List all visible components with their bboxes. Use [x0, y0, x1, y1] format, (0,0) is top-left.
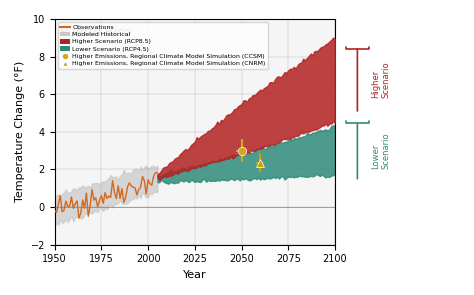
- Text: Lower
Scenario: Lower Scenario: [372, 133, 391, 169]
- Legend: Observations, Modeled Historical, Higher Scenario (RCP8.5), Lower Scenario (RCP4: Observations, Modeled Historical, Higher…: [58, 22, 268, 69]
- X-axis label: Year: Year: [183, 270, 207, 280]
- Text: Higher
Scenario: Higher Scenario: [372, 62, 391, 98]
- Y-axis label: Temperature Change (°F): Temperature Change (°F): [15, 61, 25, 202]
- Text: Puerto Rico: Puerto Rico: [60, 26, 132, 39]
